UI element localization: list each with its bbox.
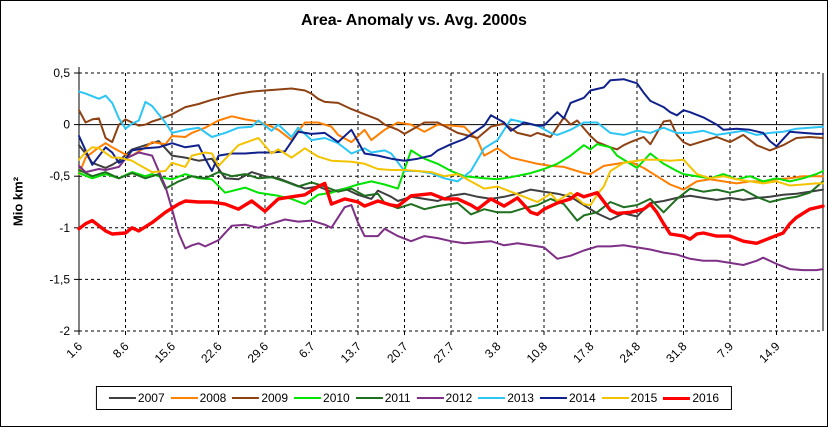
x-tick-label: 6.7 <box>296 339 318 361</box>
x-tick-label: 24.8 <box>617 339 644 366</box>
x-tick-label: 14.9 <box>756 339 783 366</box>
legend-item-2012: 2012 <box>416 391 473 405</box>
series-line-2016 <box>77 181 825 246</box>
legend-item-2008: 2008 <box>170 391 227 405</box>
legend-line-swatch <box>539 397 567 399</box>
y-tick-label: -0,5 <box>49 169 70 183</box>
chart-title: Area- Anomaly vs. Avg. 2000s <box>301 12 527 29</box>
legend-item-2011: 2011 <box>355 391 411 405</box>
x-tick-label: 10.8 <box>524 339 551 366</box>
x-tick-label: 22.6 <box>198 339 225 366</box>
legend-line-swatch <box>478 397 506 399</box>
series-line-2007 <box>78 140 824 221</box>
x-tick-label: 29.6 <box>245 339 272 366</box>
y-tick-label: -2 <box>59 324 70 338</box>
legend-line-swatch <box>355 397 383 399</box>
y-tick-label: 0 <box>63 118 70 132</box>
x-tick-label: 3.8 <box>482 339 504 361</box>
legend-label: 2010 <box>323 391 350 405</box>
legend-label: 2012 <box>445 391 473 405</box>
x-tick-label: 8.6 <box>110 339 132 361</box>
x-tick-label: 7.9 <box>714 339 736 361</box>
legend-line-swatch <box>663 396 691 400</box>
legend-item-2016: 2016 <box>663 391 719 405</box>
legend-line-swatch <box>232 397 260 399</box>
legend-item-2014: 2014 <box>539 391 596 405</box>
x-tick-label: 20.7 <box>384 339 411 366</box>
series-line-2012 <box>78 151 824 272</box>
legend-line-swatch <box>170 397 198 399</box>
legend-label: 2014 <box>568 391 596 405</box>
legend-line-swatch <box>601 397 629 399</box>
legend-label: 2011 <box>384 391 411 405</box>
x-tick-label: 27.7 <box>431 339 458 366</box>
legend-line-swatch <box>108 397 136 399</box>
x-tick-label: 13.7 <box>338 339 365 366</box>
y-tick-label: 0,5 <box>53 66 70 80</box>
legend-line-swatch <box>294 397 322 399</box>
series-line-2013 <box>78 90 824 183</box>
x-tick-label: 31.8 <box>663 339 690 366</box>
series-line-2011 <box>78 169 824 222</box>
series-line-2014 <box>78 78 824 172</box>
legend-item-2010: 2010 <box>294 391 350 405</box>
legend-label: 2016 <box>692 391 720 405</box>
series-line-2008 <box>78 115 824 191</box>
series-line-2015 <box>78 137 824 207</box>
x-tick-label: 17.8 <box>570 339 597 366</box>
y-tick-label: -1 <box>59 221 70 235</box>
series-line-2009 <box>78 87 824 152</box>
legend-item-2007: 2007 <box>108 391 165 405</box>
x-tick-label: 15.6 <box>152 339 179 366</box>
legend-label: 2008 <box>199 391 227 405</box>
legend-label: 2009 <box>261 391 289 405</box>
y-axis-title: Mio km² <box>10 176 26 227</box>
x-tick-label: 1.6 <box>63 339 85 361</box>
y-tick-label: -1,5 <box>49 272 70 286</box>
legend-item-2015: 2015 <box>601 391 658 405</box>
legend-line-swatch <box>416 397 444 399</box>
legend-label: 2015 <box>630 391 658 405</box>
legend-label: 2007 <box>137 391 165 405</box>
legend-label: 2013 <box>507 391 534 405</box>
legend: 2007 2008 2009 2010 2011 2012 2013 2014 2015 2016 <box>95 386 733 410</box>
legend-item-2009: 2009 <box>232 391 288 405</box>
legend-item-2013: 2013 <box>478 391 534 405</box>
